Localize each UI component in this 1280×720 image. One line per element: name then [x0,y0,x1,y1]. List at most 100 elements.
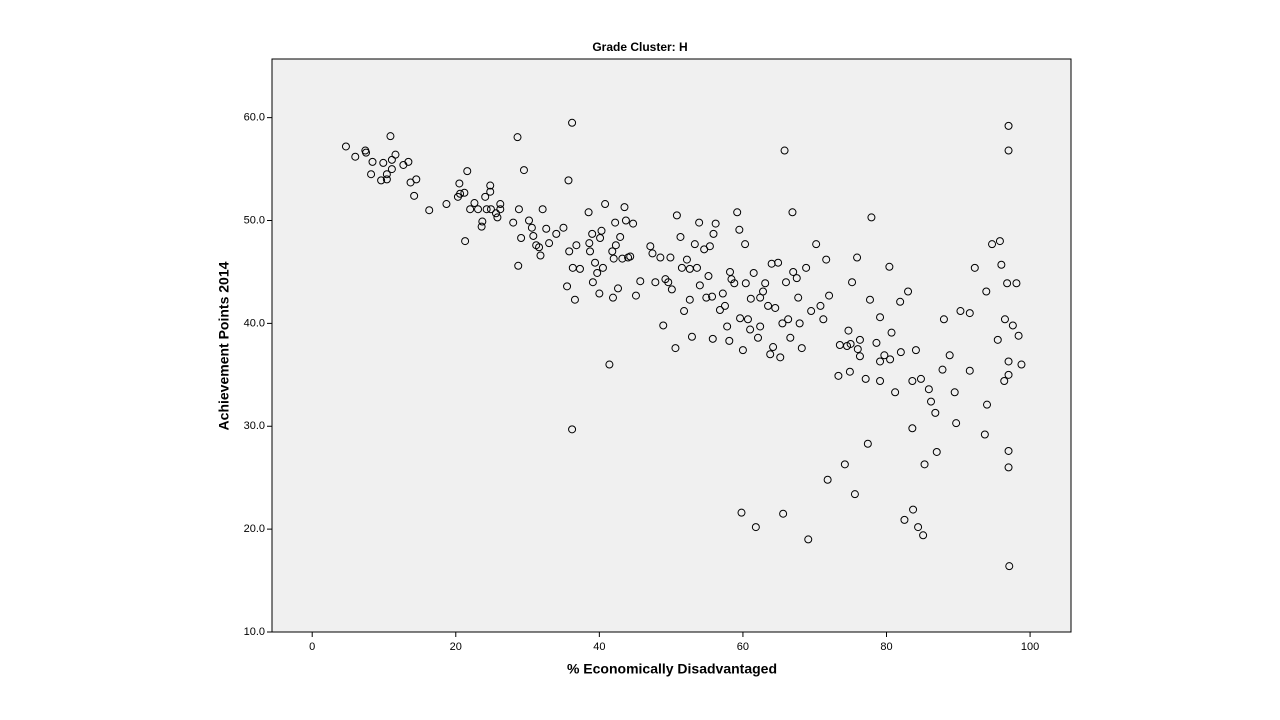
point [609,254,618,263]
point [585,239,594,248]
x-tick-label: 80 [880,641,892,653]
x-tick-label: 0 [309,641,315,653]
point [486,187,495,196]
point [685,295,694,304]
point [1000,315,1009,324]
point [725,336,734,345]
point [1004,146,1013,155]
point [914,523,923,532]
point [575,264,584,273]
point [1014,331,1023,340]
point [844,326,853,335]
point [1003,279,1012,288]
point [807,307,816,316]
point [616,232,625,241]
point [1008,321,1017,330]
point [631,291,640,300]
point [965,366,974,375]
point [702,293,711,302]
chart-title: Grade Cluster: H [592,40,687,54]
point [425,206,434,215]
point [995,237,1004,246]
point [886,355,895,364]
point [718,289,727,298]
point [1017,360,1026,369]
point [614,284,623,293]
point [816,301,825,310]
point [466,205,475,214]
point [597,226,606,235]
point [784,315,793,324]
point [804,535,813,544]
point [514,205,523,214]
point [952,419,961,428]
point [611,241,620,250]
point [896,348,905,357]
point [876,376,885,385]
y-axis-label: Achievement Points 2014 [216,261,232,430]
y-tick-label: 60.0 [244,112,265,124]
point [737,508,746,517]
point [656,253,665,262]
point [412,175,421,184]
point [486,181,495,190]
point [1004,370,1013,379]
point [368,157,377,166]
point [909,505,918,514]
point [690,240,699,249]
point [786,333,795,342]
point [517,233,526,242]
point [920,460,929,469]
point [853,345,862,354]
y-tick-label: 50.0 [244,214,265,226]
point [648,249,657,258]
point [746,294,755,303]
point [802,263,811,272]
point [751,523,760,532]
point [855,335,864,344]
point [608,293,617,302]
point [460,188,469,197]
point [671,344,680,353]
point [659,321,668,330]
point [795,319,804,328]
point [769,343,778,352]
point [887,328,896,337]
point [536,251,545,260]
point [568,425,577,434]
point [382,175,391,184]
point [651,278,660,287]
point [568,118,577,127]
point [812,240,821,249]
point [774,258,783,267]
point [723,322,732,331]
point [382,170,391,179]
point [778,319,787,328]
point [876,313,885,322]
x-axis-label: % Economically Disadvantaged [567,661,777,677]
point [564,176,573,185]
point [481,192,490,201]
point [950,388,959,397]
plot-area [271,58,1072,633]
point [377,176,386,185]
point [509,218,518,227]
point [1004,446,1013,455]
point [788,208,797,217]
point [916,374,925,383]
point [470,199,479,208]
point [461,237,470,246]
point [709,229,718,238]
point [715,306,724,315]
point [666,253,675,262]
point [455,179,464,188]
point [982,287,991,296]
point [1004,463,1013,472]
point [904,287,913,296]
point [493,213,502,222]
point [980,430,989,439]
point [601,200,610,209]
point [819,315,828,324]
point [908,376,917,385]
